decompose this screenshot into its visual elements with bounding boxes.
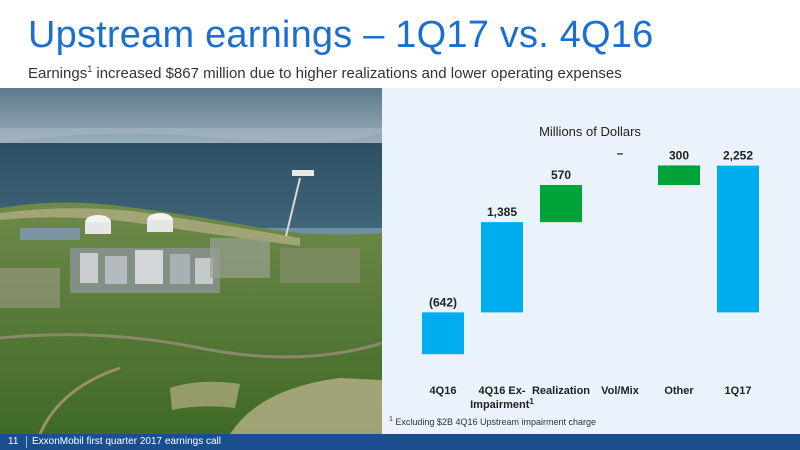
event-name: ExxonMobil first quarter 2017 earnings c… <box>32 436 221 447</box>
footer-divider <box>26 436 27 448</box>
slide-subtitle: Earnings1 increased $867 million due to … <box>28 64 622 82</box>
bar-realization <box>540 184 582 223</box>
waterfall-chart: Millions of Dollars (642) 1,385 570 – 300 2,2… <box>422 124 759 411</box>
slide-title: Upstream earnings – 1Q17 vs. 4Q16 <box>28 14 654 56</box>
tick-label-4q16: 4Q16 <box>430 385 457 397</box>
bar-1q17 <box>717 165 759 313</box>
data-label-vol-mix: – <box>617 146 624 160</box>
footnote-text: Excluding $2B 4Q16 Upstream impairment c… <box>392 417 597 427</box>
tick-label-vol-mix: Vol/Mix <box>601 385 640 397</box>
data-label-realization: 570 <box>551 168 571 182</box>
page-number: 11 <box>8 436 19 447</box>
chart-title: Millions of Dollars <box>539 124 641 139</box>
lng-plant-photo <box>0 88 382 434</box>
data-label-other: 300 <box>669 148 689 162</box>
subtitle-rest: increased $867 million due to higher rea… <box>92 65 622 82</box>
footnote-ref: 1 <box>389 416 393 423</box>
footnote: 1 Excluding $2B 4Q16 Upstream impairment… <box>389 416 596 427</box>
data-label-1q17: 2,252 <box>723 149 753 163</box>
tick-label-realization: Realization <box>532 385 590 397</box>
tick-label-other: Other <box>664 385 694 397</box>
earnings-chart: Millions of Dollars (642) 1,385 570 – 300 2,2… <box>382 88 800 434</box>
footer-bar: 11 ExxonMobil first quarter 2017 earning… <box>0 434 800 450</box>
data-label-4q16-ex-impairment: 1,385 <box>487 205 517 219</box>
data-label-4q16: (642) <box>429 295 457 309</box>
tick-label-4q16-ex-impairment: 4Q16 Ex-Impairment1 <box>470 385 534 411</box>
bar-4q16 <box>422 312 464 355</box>
bar-other <box>658 165 700 185</box>
bar-4q16-ex-impairment <box>481 222 523 313</box>
subtitle-prefix: Earnings <box>28 65 88 82</box>
tick-label-1q17: 1Q17 <box>725 385 752 397</box>
subtitle-footnote-ref: 1 <box>87 64 93 74</box>
